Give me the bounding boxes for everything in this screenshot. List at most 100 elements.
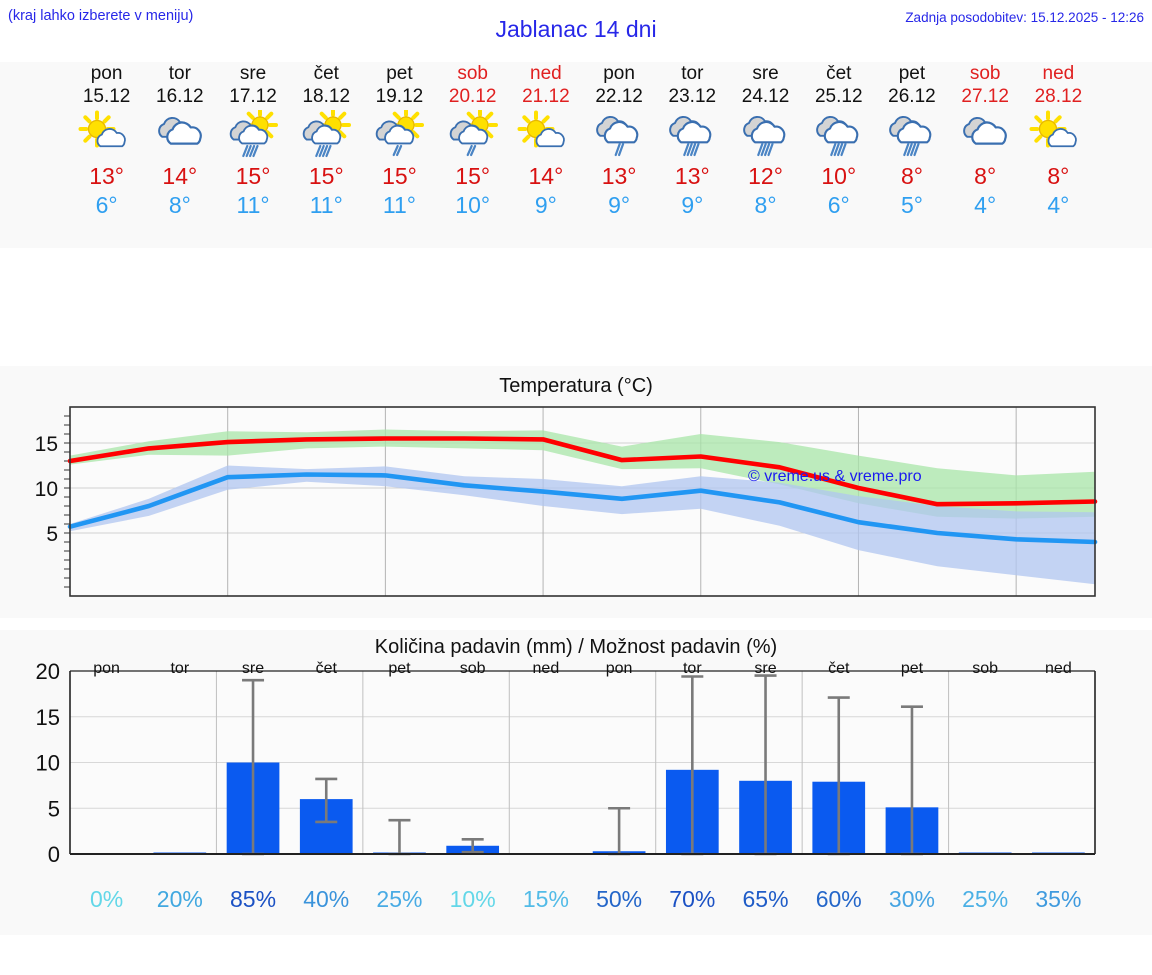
precipitation-error-bar [315, 777, 338, 824]
forecast-day-column: čet 18.12 15° 11° [287, 62, 365, 219]
temperature-min: 6° [827, 192, 850, 218]
forecast-day-column: tor 16.12 14° 8° [141, 62, 219, 219]
sun-cloud-icon [507, 109, 585, 161]
temperature-min: 5° [900, 192, 923, 218]
forecast-day-column: pon 15.12 13° 6° [68, 62, 146, 219]
forecast-day-column: sob 27.12 8° 4° [946, 62, 1024, 219]
day-date: 23.12 [668, 86, 717, 107]
chart-spacer [0, 618, 1152, 630]
forecast-day-column: tor 23.12 13° 9° [653, 62, 731, 219]
precipitation-error-bar [461, 838, 484, 854]
precipitation-day-label: ned [532, 660, 560, 677]
day-name: ned [530, 63, 562, 84]
temperature-max: 15° [455, 163, 491, 189]
day-date: 20.12 [448, 86, 497, 107]
copyright-label: © vreme.us & vreme.pro [748, 468, 922, 485]
precipitation-probability: 65% [742, 886, 789, 912]
temperature-series-line [67, 472, 1098, 545]
temperature-max: 13° [89, 163, 124, 189]
temperature-series-line [67, 436, 1098, 507]
temperature-max: 13° [601, 163, 637, 189]
temperature-min: 6° [95, 192, 118, 218]
sun-cloud-drizzle-icon [360, 109, 438, 161]
temperature-max: 15° [235, 163, 271, 189]
precipitation-y-tick: 20 [36, 659, 60, 684]
day-name: čet [826, 63, 852, 84]
day-name: tor [168, 63, 191, 84]
day-name: čet [313, 63, 339, 84]
sun-cloud-icon [1019, 109, 1097, 161]
day-date: 24.12 [741, 86, 790, 107]
precipitation-y-tick: 10 [36, 751, 60, 776]
temperature-max: 14° [162, 163, 198, 189]
temperature-max: 14° [528, 163, 564, 189]
panel-gap [0, 248, 1152, 366]
precipitation-day-label: čet [315, 660, 337, 677]
precipitation-chart: 0 5 10 15 20 [36, 659, 1096, 864]
temperature-min: 9° [681, 192, 704, 218]
sun-cloud-rain-icon [214, 109, 292, 161]
temperature-min: 11° [382, 192, 416, 218]
menu-hint: (kraj lahko izberete v meniju) [8, 8, 194, 24]
precipitation-probability: 25% [376, 886, 423, 912]
forecast-day-column: pon 22.12 13° 9° [580, 62, 658, 219]
page-title: Jablanac 14 dni [495, 16, 657, 42]
day-date: 17.12 [229, 86, 277, 107]
forecast-day-column: sre 24.12 12° 8° [727, 62, 805, 219]
precipitation-day-label: sob [459, 660, 486, 677]
precipitation-probability: 70% [669, 886, 716, 912]
day-name: ned [1042, 63, 1075, 84]
day-name: pon [603, 63, 635, 84]
temperature-max: 8° [974, 163, 997, 189]
forecast-day-column: ned 21.12 14° 9° [507, 62, 585, 219]
precipitation-day-label: pet [388, 660, 411, 677]
precipitation-probability: 30% [888, 886, 935, 912]
precipitation-probability: 60% [815, 886, 862, 912]
precipitation-probability: 10% [449, 886, 496, 912]
precipitation-day-label: čet [828, 660, 850, 677]
temperature-max: 10° [821, 163, 857, 189]
temperature-y-tick: 5 [46, 523, 58, 546]
temperature-max: 8° [900, 163, 923, 189]
precipitation-y-tick: 5 [48, 796, 60, 821]
day-date: 28.12 [1034, 86, 1083, 107]
precipitation-y-tick: 15 [36, 705, 60, 730]
temperature-max: 8° [1047, 163, 1070, 189]
forecast-day-column: sre 17.12 15° 11° [214, 62, 292, 219]
cloud-rain-icon [873, 109, 951, 161]
precipitation-probability: 15% [522, 886, 569, 912]
forecast-day-column: čet 25.12 10° 6° [800, 62, 878, 219]
temperature-min: 11° [309, 192, 343, 218]
precipitation-day-label: pon [605, 660, 633, 677]
forecast-day-column: pet 19.12 15° 11° [360, 62, 438, 219]
temperature-max: 13° [674, 163, 710, 189]
day-date: 16.12 [156, 86, 204, 107]
temperature-min: 9° [608, 192, 631, 218]
temperature-chart-panel: Temperatura (°C) 5 10 15 [0, 366, 1152, 618]
sun-cloud-rain-icon [287, 109, 365, 161]
precipitation-chart-title: Količina padavin (mm) / Možnost padavin … [374, 636, 778, 658]
precipitation-probability: 85% [230, 886, 277, 912]
temperature-min: 8° [168, 192, 191, 218]
sun-cloud-icon [68, 109, 146, 161]
day-name: pet [386, 63, 413, 84]
temperature-max: 15° [382, 163, 417, 189]
temperature-min: 11° [236, 192, 270, 218]
precipitation-day-label: pon [93, 660, 120, 677]
temperature-y-tick: 15 [35, 433, 58, 456]
day-date: 25.12 [814, 86, 863, 107]
temperature-min: 8° [754, 192, 777, 218]
precipitation-day-label: ned [1045, 660, 1072, 677]
sun-cloud-drizzle-icon [434, 109, 512, 161]
day-date: 22.12 [595, 86, 643, 107]
precipitation-day-label: tor [170, 660, 190, 677]
temperature-chart: 5 10 15 [35, 406, 1098, 597]
precipitation-probability: 0% [89, 886, 124, 912]
forecast-day-column: pet 26.12 8° 5° [873, 62, 951, 219]
temperature-chart-title: Temperatura (°C) [499, 375, 653, 397]
cloud-rain-icon [727, 109, 805, 161]
day-date: 15.12 [82, 86, 131, 107]
precipitation-day-label: sre [754, 660, 777, 677]
day-date: 18.12 [302, 86, 351, 107]
daily-forecast-strip: pon 15.12 13° 6° tor 16.12 14° 8° sre 17.12 15° 11°… [0, 62, 1152, 248]
